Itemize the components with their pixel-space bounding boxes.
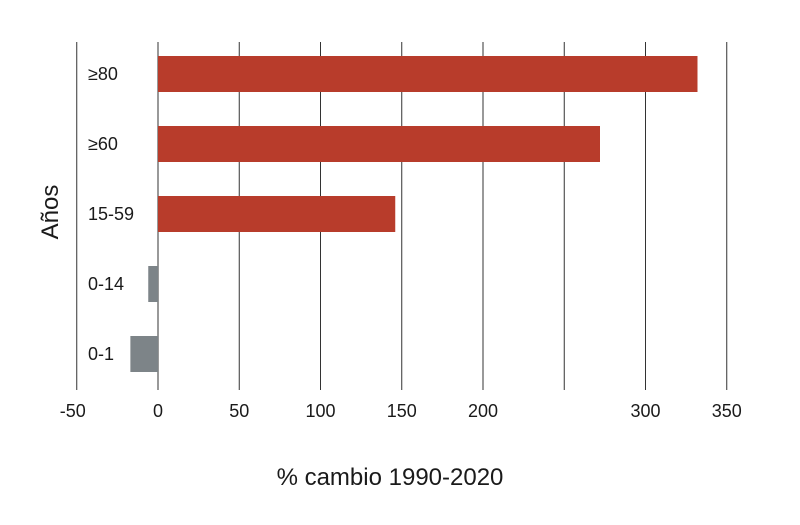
x-tick-label: 350: [712, 401, 742, 421]
category-label: 0-1: [88, 344, 114, 364]
x-tick-label: 0: [153, 401, 163, 421]
x-tick-label: 150: [387, 401, 417, 421]
y-category-labels: ≥80 ≥60 15-59 0-14 0-1: [88, 64, 134, 364]
bar-0-1: [130, 336, 158, 372]
x-tick-label: 300: [630, 401, 660, 421]
bar-0-14: [148, 266, 158, 302]
bars: [130, 56, 698, 372]
bar-≥60: [158, 126, 600, 162]
bar-≥80: [158, 56, 698, 92]
x-tick-label: 50: [229, 401, 249, 421]
x-tick-label: 100: [305, 401, 335, 421]
x-tick-label: 200: [468, 401, 498, 421]
gridlines: [76, 42, 728, 390]
y-axis-title: Años: [37, 185, 64, 240]
bar-15-59: [158, 196, 396, 232]
category-label: 0-14: [88, 274, 124, 294]
x-axis-title: % cambio 1990-2020: [277, 464, 504, 491]
x-tick-labels: -50 0 50 100 150 200 300 350: [60, 401, 742, 421]
category-label: ≥80: [88, 64, 118, 84]
x-tick-label: -50: [60, 401, 86, 421]
category-label: ≥60: [88, 134, 118, 154]
category-label: 15-59: [88, 204, 134, 224]
